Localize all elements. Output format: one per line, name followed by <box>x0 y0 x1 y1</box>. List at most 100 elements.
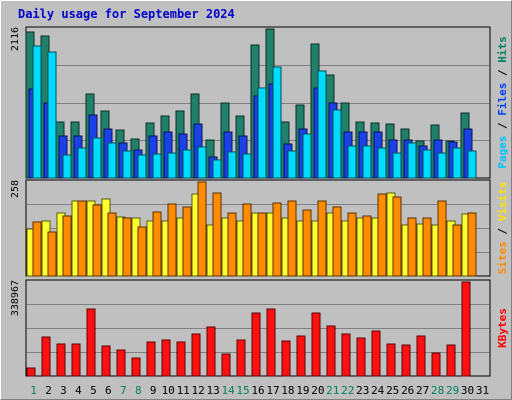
bar-sites-day-21 <box>332 206 342 277</box>
bar-sites-day-6 <box>107 212 117 277</box>
bar-pages-day-20 <box>317 70 327 179</box>
bar-kbytes-day-5 <box>86 308 96 377</box>
bar-sites-day-1 <box>32 221 42 277</box>
bar-sites-day-4 <box>77 200 87 277</box>
bar-pages-day-3 <box>62 154 72 179</box>
bar-kbytes-day-14 <box>221 353 231 377</box>
bar-pages-day-17 <box>272 66 282 179</box>
bar-sites-day-2 <box>47 231 57 277</box>
x-tick-label: 2 <box>45 384 52 397</box>
x-tick-label: 13 <box>206 384 219 397</box>
x-tick-label: 17 <box>266 384 279 397</box>
bar-pages-day-2 <box>47 51 57 179</box>
x-tick-label: 19 <box>296 384 309 397</box>
x-tick-label: 28 <box>431 384 444 397</box>
bar-pages-day-26 <box>407 142 417 179</box>
x-tick-label: 5 <box>90 384 97 397</box>
bar-kbytes-day-7 <box>116 349 126 377</box>
panel-3-max-label: 338967 <box>10 280 21 316</box>
bar-sites-day-29 <box>452 224 462 277</box>
bar-pages-day-6 <box>107 142 117 179</box>
bar-kbytes-day-3 <box>56 343 66 377</box>
bar-pages-day-13 <box>212 159 222 179</box>
legend-part: / <box>496 116 509 136</box>
x-tick-label: 26 <box>401 384 414 397</box>
bar-pages-day-21 <box>332 109 342 179</box>
bar-kbytes-day-23 <box>356 337 366 377</box>
x-tick-label: 23 <box>356 384 369 397</box>
chart-title: Daily usage for September 2024 <box>18 7 235 21</box>
bar-pages-day-7 <box>122 150 132 179</box>
bar-sites-day-30 <box>467 212 477 277</box>
bar-pages-day-4 <box>77 147 87 179</box>
x-tick-label: 29 <box>446 384 459 397</box>
x-tick-label: 22 <box>341 384 354 397</box>
x-tick-label: 24 <box>371 384 385 397</box>
bar-sites-day-3 <box>62 215 72 277</box>
bar-sites-day-15 <box>242 203 252 277</box>
x-tick-label: 7 <box>120 384 127 397</box>
bar-sites-day-25 <box>392 196 402 277</box>
legend-part: KBytes <box>496 308 509 348</box>
x-tick-label: 4 <box>75 384 82 397</box>
bar-sites-day-28 <box>437 200 447 277</box>
bar-kbytes-day-24 <box>371 330 381 377</box>
bar-pages-day-1 <box>32 45 42 179</box>
bar-sites-day-13 <box>212 192 222 277</box>
panel-2-legend: Sites / Visits <box>496 182 509 275</box>
bar-sites-day-23 <box>362 215 372 277</box>
bar-sites-day-27 <box>422 217 432 277</box>
legend-part: / <box>496 63 509 83</box>
x-tick-label: 14 <box>221 384 235 397</box>
bar-pages-day-9 <box>152 153 162 179</box>
x-tick-label: 20 <box>311 384 324 397</box>
panel-1-legend: Pages / Files / Hits <box>496 36 509 169</box>
bar-sites-day-7 <box>122 217 132 277</box>
bar-kbytes-day-9 <box>146 341 156 377</box>
bar-sites-day-26 <box>407 217 417 277</box>
bar-sites-day-8 <box>137 226 147 277</box>
bar-kbytes-day-17 <box>266 308 276 377</box>
bar-kbytes-day-8 <box>131 357 141 377</box>
x-tick-label: 15 <box>236 384 249 397</box>
x-tick-label: 27 <box>416 384 429 397</box>
bar-sites-day-5 <box>92 204 102 277</box>
bar-pages-day-16 <box>257 87 267 179</box>
x-tick-label: 30 <box>461 384 474 397</box>
x-tick-label: 6 <box>105 384 112 397</box>
bar-sites-day-16 <box>257 212 267 277</box>
x-tick-label: 12 <box>191 384 204 397</box>
bar-pages-day-8 <box>137 154 147 179</box>
bar-pages-day-12 <box>197 146 207 179</box>
bar-kbytes-day-25 <box>386 343 396 377</box>
bar-pages-day-14 <box>227 151 237 179</box>
bar-kbytes-day-29 <box>446 344 456 377</box>
x-tick-label: 31 <box>476 384 489 397</box>
bar-kbytes-day-26 <box>401 344 411 377</box>
legend-part: Visits <box>496 182 509 222</box>
bar-pages-day-29 <box>452 147 462 179</box>
bar-sites-day-9 <box>152 211 162 277</box>
bar-kbytes-day-11 <box>176 341 186 377</box>
bar-sites-day-12 <box>197 181 207 277</box>
bar-sites-day-11 <box>182 206 192 277</box>
bar-kbytes-day-15 <box>236 339 246 377</box>
bar-pages-day-11 <box>182 149 192 179</box>
bar-pages-day-23 <box>362 145 372 179</box>
x-tick-label: 21 <box>326 384 339 397</box>
bar-kbytes-day-30 <box>461 281 471 377</box>
x-tick-label: 16 <box>251 384 264 397</box>
x-tick-label: 25 <box>386 384 399 397</box>
bar-kbytes-day-22 <box>341 333 351 377</box>
bar-kbytes-day-10 <box>161 339 171 377</box>
bar-pages-day-15 <box>242 153 252 179</box>
bar-kbytes-day-20 <box>311 312 321 377</box>
bar-sites-day-18 <box>287 200 297 277</box>
bar-pages-day-30 <box>467 150 477 179</box>
panel-1-max-label: 2116 <box>10 27 21 51</box>
panel-2-max-label: 258 <box>10 180 21 198</box>
bar-pages-day-19 <box>302 133 312 179</box>
x-tick-label: 11 <box>177 384 190 397</box>
bar-sites-day-24 <box>377 193 387 277</box>
